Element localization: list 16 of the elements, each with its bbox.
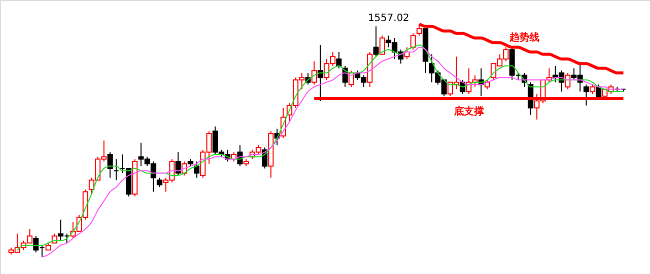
candlestick: [175, 152, 181, 176]
annotation: 1557.02: [368, 13, 410, 24]
candlestick: [590, 84, 596, 94]
candlestick: [194, 160, 200, 178]
candlestick: [410, 32, 416, 50]
candlestick: [373, 26, 379, 58]
candlestick: [107, 152, 113, 178]
candlestick: [311, 60, 317, 86]
series-label: 底支撑: [452, 106, 484, 118]
candlestick: [318, 44, 324, 102]
candlestick: [584, 84, 590, 106]
series-label: 趋势线: [508, 32, 540, 44]
candlestick: [156, 177, 162, 188]
candlestick: [336, 51, 342, 69]
candlestick: [379, 35, 385, 55]
candlestick: [564, 72, 570, 90]
